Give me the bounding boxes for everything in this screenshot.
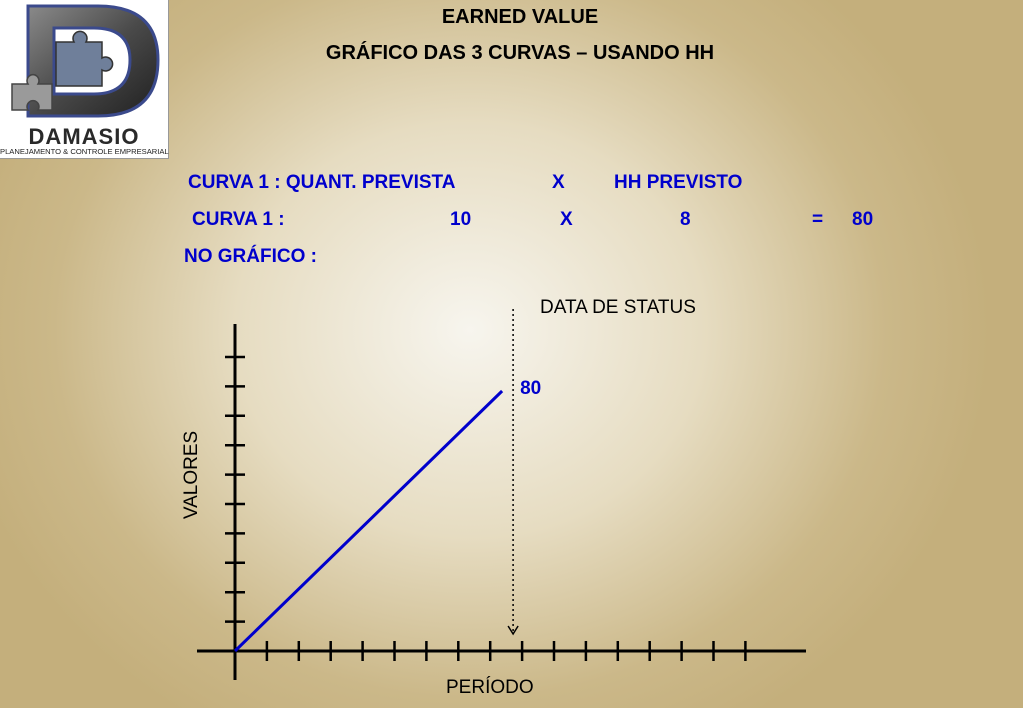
curve-1-end-label: 80 xyxy=(520,378,541,399)
formula-line1-curve: CURVA 1 : QUANT. PREVISTA xyxy=(188,172,456,193)
formula-line3: NO GRÁFICO : xyxy=(184,246,317,267)
formula-line1-operator: X xyxy=(552,172,565,193)
formula-line2-result: 80 xyxy=(852,209,874,230)
formula-line2-hh: 8 xyxy=(680,209,691,230)
y-axis-label: VALORES xyxy=(181,431,202,519)
formula-line2-equals: = xyxy=(812,209,824,230)
page-title: EARNED VALUE xyxy=(441,6,599,28)
formula-line2-quantity: 10 xyxy=(450,209,472,230)
page-subtitle: GRÁFICO DAS 3 CURVAS – USANDO HH xyxy=(325,42,715,64)
x-axis-label: PERÍODO xyxy=(446,677,534,698)
curve-1-line xyxy=(233,389,504,653)
logo-tagline: PLANEJAMENTO & CONTROLE EMPRESARIAL xyxy=(0,147,169,156)
formula-line2-curve: CURVA 1 : xyxy=(192,209,285,230)
puzzle-pieces-icon: D xyxy=(11,4,160,118)
status-date-arrow xyxy=(507,625,519,636)
company-logo: D DAMASIO PLANEJAMENTO & CONTROLE EMPRES… xyxy=(0,0,169,159)
formula-line2-operator: X xyxy=(560,209,573,230)
logo-name: DAMASIO xyxy=(28,124,140,149)
status-date-label: DATA DE STATUS xyxy=(540,297,696,318)
formula-line1-factor: HH PREVISTO xyxy=(614,172,743,193)
